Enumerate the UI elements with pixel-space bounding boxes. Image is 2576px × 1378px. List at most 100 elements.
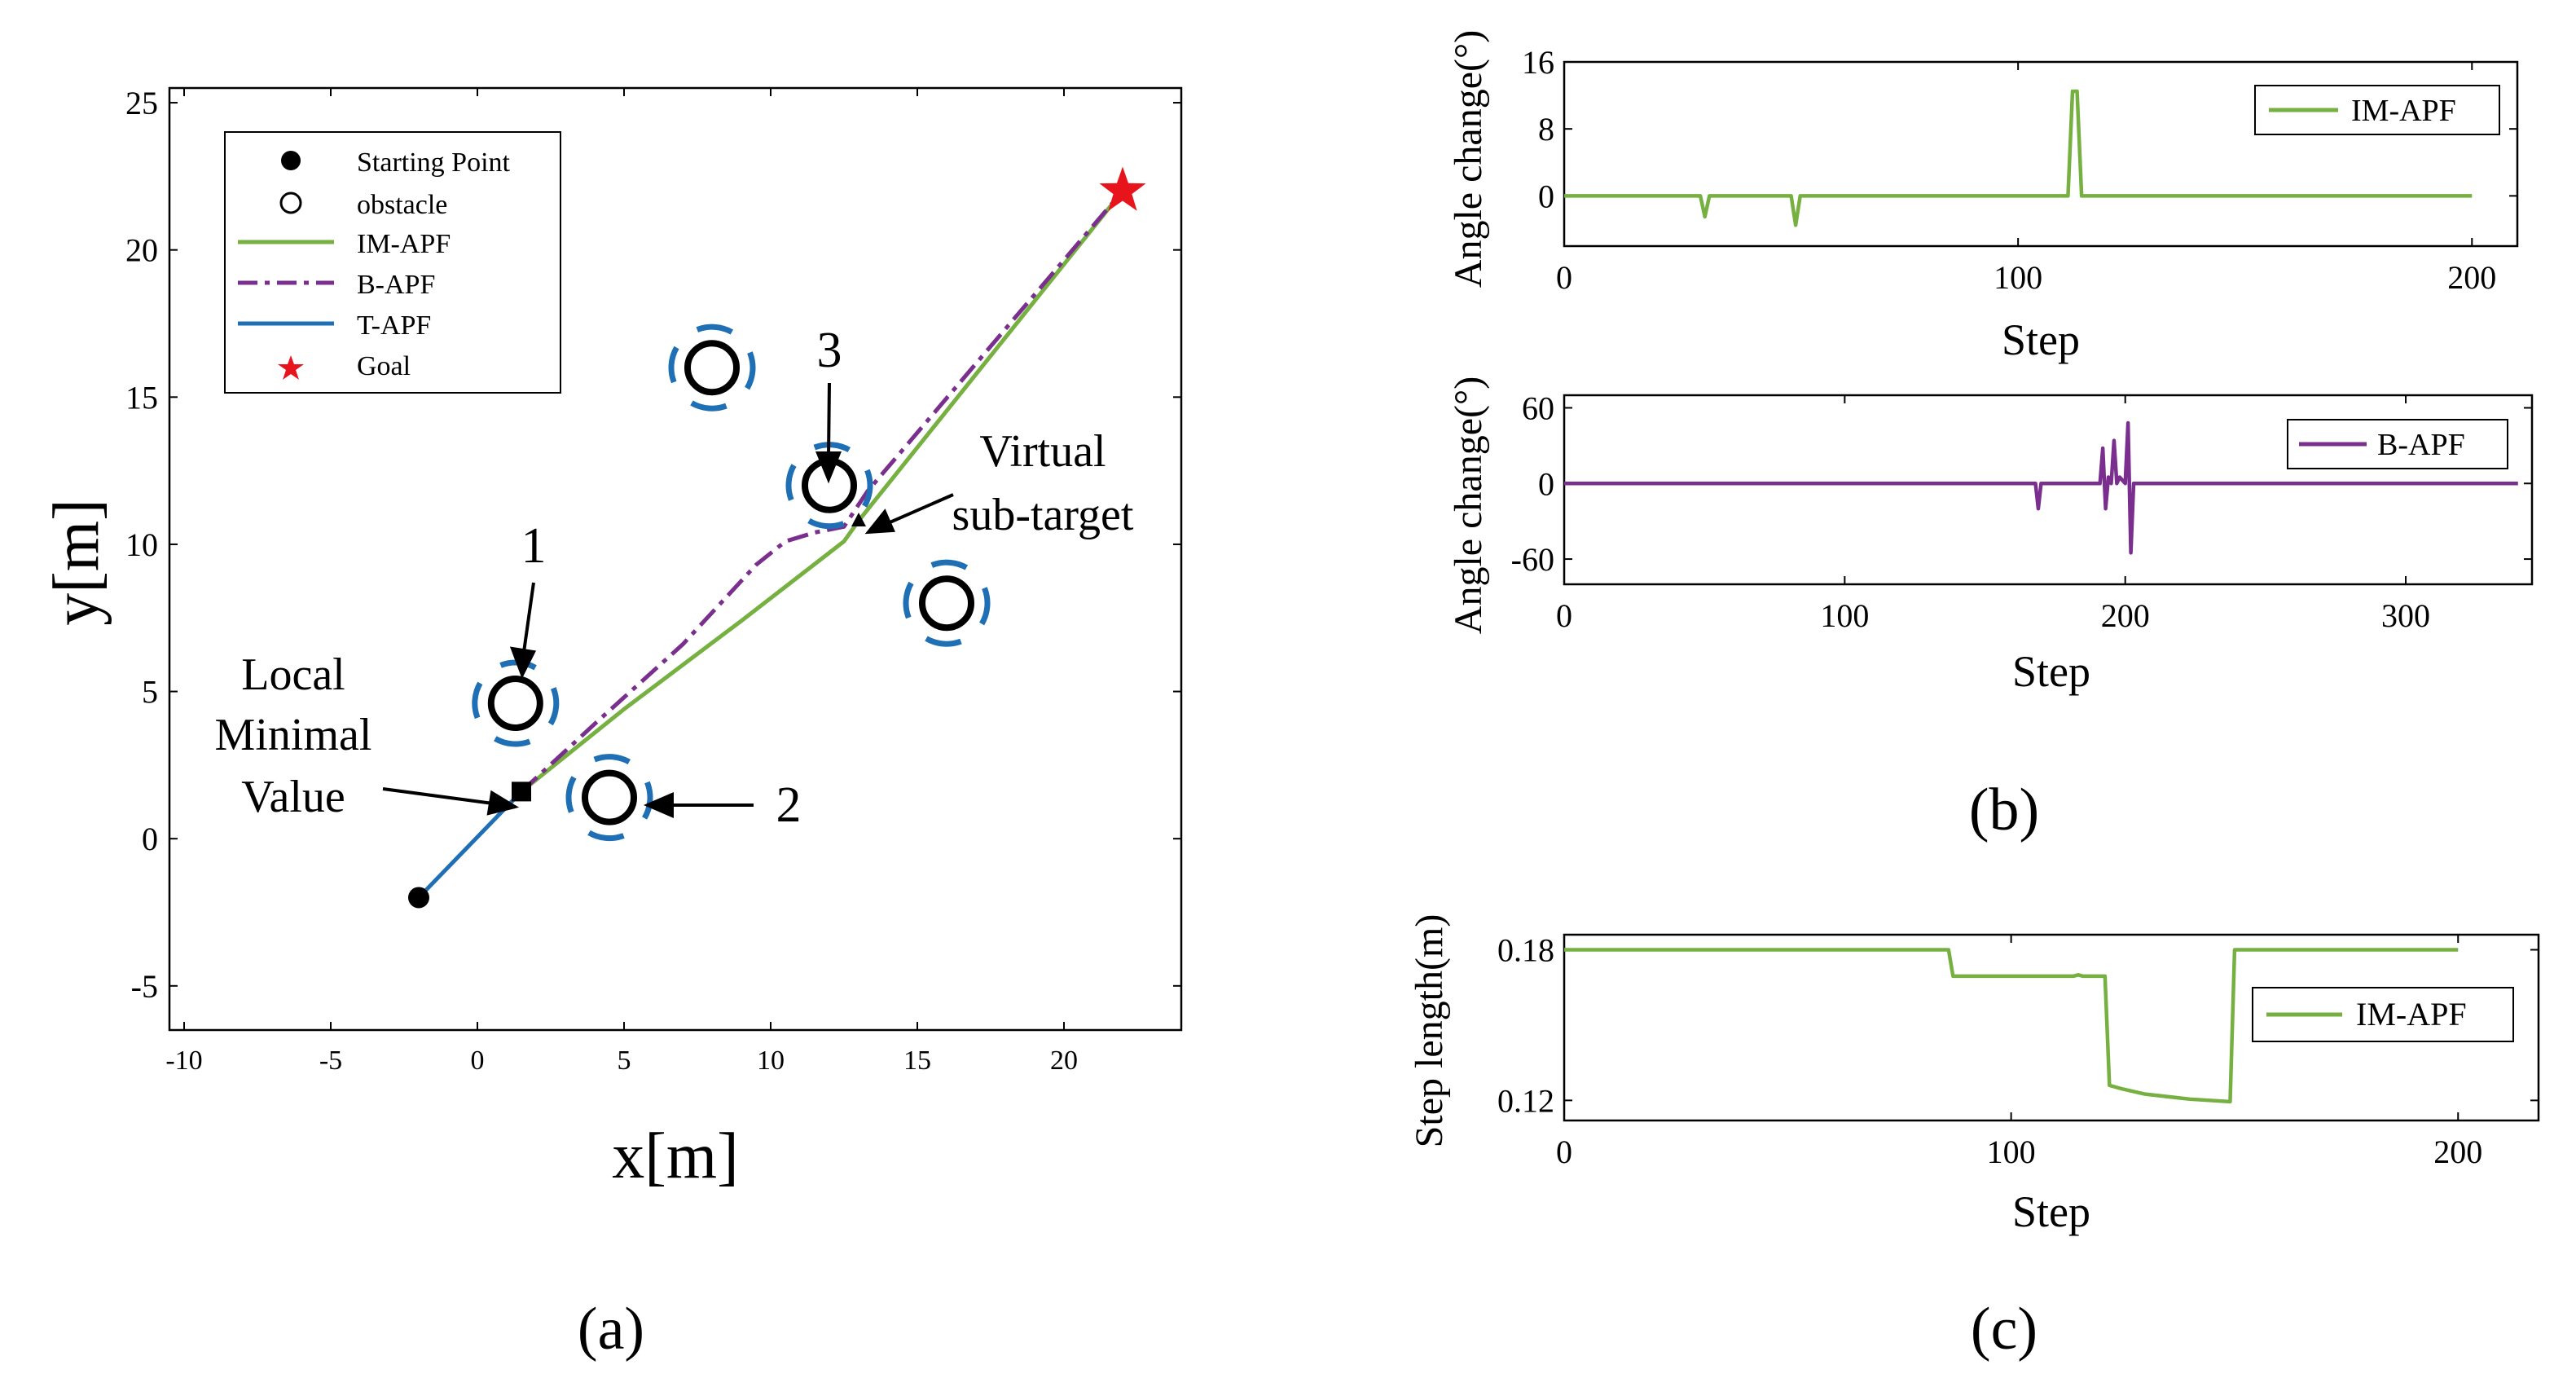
y-tick-label: 10 [125,526,158,563]
series-im-apf-line [1564,948,2459,1104]
annotation-2: 2 [776,777,802,833]
obstacle-marker [919,575,974,632]
arrow-local-minimum-head [486,790,520,816]
annotation-local: Local [241,649,345,700]
panel-b1: 0 100 200 0 8 16 Step Angle change(°) IM-APF [1447,30,2519,364]
goal-star-marker [1099,166,1146,211]
obstacle-marker [582,769,637,825]
arrow-virtual [887,493,954,525]
y-tick-label: 0 [1538,178,1554,214]
legend-obstacle-label: obstacle [357,190,447,220]
arrow-1-head [509,646,537,679]
plot-a-legend: Starting Point obstacle IM-APF B-APF T-A… [224,131,561,394]
local-minimum-marker [512,781,531,802]
legend-b2-label: B-APF [2377,428,2465,462]
panel-c: 0 100 200 0.12 0.18 Step Step length(m) IM-A… [1408,914,2540,1236]
x-tick-label: 200 [2101,597,2150,634]
plot-b1-series [1564,89,2473,227]
y-tick-label: 0 [1538,465,1554,502]
legend-goal-label: Goal [357,351,411,381]
annotation-virtual: Virtual [979,426,1106,477]
series-b-apf-line [1564,420,2518,555]
x-tick-label: 300 [2381,597,2430,634]
annotation-arrows [382,382,954,819]
plot-a-series [408,166,1146,909]
legend-obstacle-icon [279,192,302,214]
plot-c-legend: IM-APF [2252,987,2514,1042]
annotation-sub-target: sub-target [952,490,1134,540]
x-tick-label: 15 [903,1046,931,1076]
legend-t-apf-label: T-APF [357,310,431,341]
annotation-minimal: Minimal [215,710,372,760]
x-tick-label: 0 [471,1046,485,1076]
legend-b-apf-label: B-APF [357,270,435,300]
plot-b1-legend: IM-APF [2254,85,2500,135]
legend-b1-label: IM-APF [2351,94,2456,128]
y-tick-label: 0.18 [1497,931,1554,968]
annotation-1: 1 [521,518,547,574]
y-tick-label: 0.12 [1497,1082,1554,1119]
x-tick-label: 200 [2433,1134,2482,1170]
panel-label-c: (c) [1971,1296,2038,1363]
series-b-apf-line [520,189,1124,794]
x-tick-label: -5 [319,1046,342,1076]
legend-c-label: IM-APF [2356,996,2467,1032]
plot-a-obstacles [472,324,991,842]
obstacle-influence-ring [472,659,560,747]
obstacle-influence-ring [668,324,756,412]
obstacle-marker [684,340,740,396]
panel-label-b: (b) [1969,777,2039,843]
legend-a-box [224,131,561,394]
y-tick-label: 8 [1538,111,1554,147]
x-tick-label: 10 [757,1046,785,1076]
series-im-apf-line [520,189,1124,794]
plot-b1-ylabel: Angle change(°) [1447,30,1490,288]
arrow-2-head [643,791,674,819]
plot-a-ticks: -10 -5 0 5 10 15 20 -5 0 5 10 15 20 25 [125,85,1181,1076]
x-tick-label: 0 [1556,259,1572,296]
legend-im-apf-label: IM-APF [357,229,451,259]
y-tick-label: 0 [142,821,158,857]
plot-b2-series [1564,420,2518,555]
plot-c-series [1564,948,2459,1104]
panel-label-a: (a) [578,1296,644,1363]
y-tick-label: 16 [1522,44,1554,81]
plot-b2-xlabel: Step [2012,647,2090,696]
plot-c-ylabel: Step length(m) [1408,914,1451,1148]
y-tick-label: 60 [1522,390,1554,426]
y-tick-label: -60 [1511,541,1554,578]
plot-a-ylabel: y[m] [41,499,112,626]
legend-goal-star-icon [278,355,304,380]
obstacle-influence-ring [785,442,873,530]
panel-a: -10 -5 0 5 10 15 20 -5 0 5 10 15 20 25 x[m] y[m] Star… [41,85,1183,1192]
virtual-subtarget-marker [851,513,866,527]
plot-b1-ticks: 0 100 200 0 8 16 [1522,44,2517,296]
plot-c-ticks: 0 100 200 0.12 0.18 [1497,931,2539,1170]
arrow-3-head [815,451,842,484]
x-tick-label: 100 [1994,259,2042,296]
y-tick-label: -5 [131,968,158,1005]
y-tick-label: 5 [142,674,158,711]
x-tick-label: 0 [1556,1134,1572,1170]
x-tick-label: 200 [2447,259,2496,296]
y-tick-label: 25 [125,85,158,121]
annotation-value: Value [241,772,345,822]
plot-b2-ylabel: Angle change(°) [1447,376,1490,634]
y-tick-label: 20 [125,232,158,269]
x-tick-label: -10 [165,1046,202,1076]
plot-c-xlabel: Step [2012,1187,2090,1236]
obstacle-marker [487,676,543,732]
obstacle-influence-ring [565,754,653,842]
legend-starting-point-icon [281,151,301,170]
plot-b2-legend: B-APF [2287,419,2508,469]
legend-starting-point-label: Starting Point [357,147,511,178]
x-tick-label: 100 [1987,1134,2036,1170]
x-tick-label: 0 [1556,597,1572,634]
obstacle-influence-ring [903,559,991,647]
annotation-3: 3 [817,323,842,378]
arrow-virtual-head [864,508,895,535]
x-tick-label: 5 [618,1046,631,1076]
x-tick-label: 100 [1820,597,1869,634]
